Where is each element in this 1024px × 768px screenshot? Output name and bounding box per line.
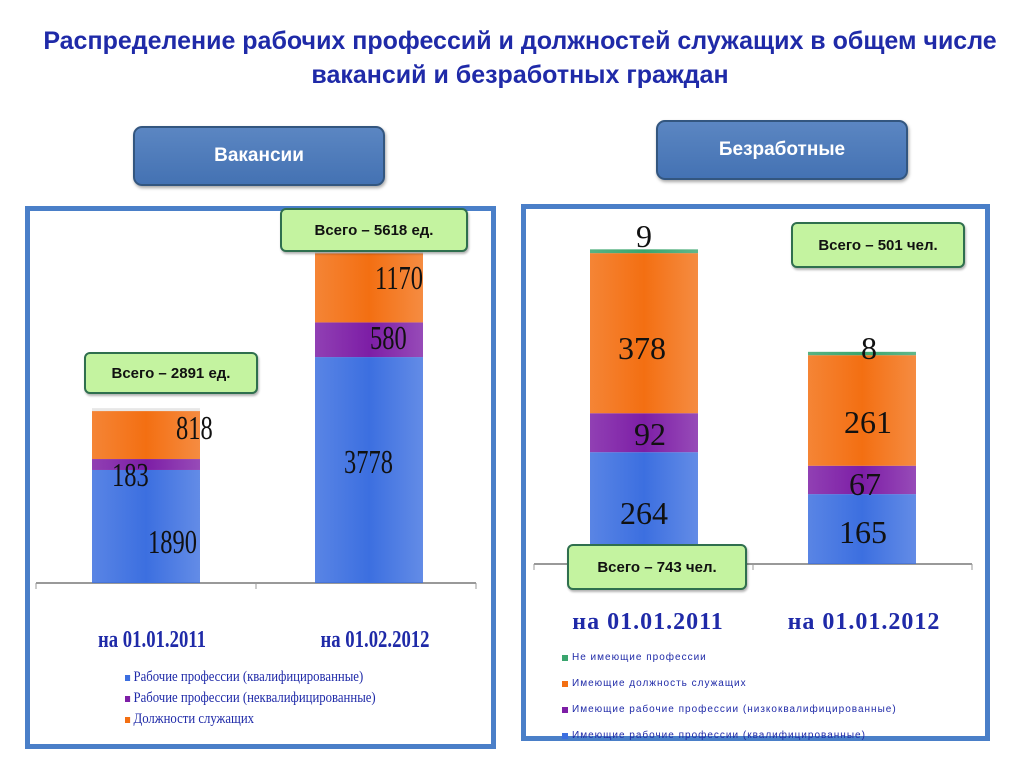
bar-segment-employees bbox=[315, 252, 423, 323]
bar-segment-employees bbox=[590, 253, 698, 414]
legend-item: Имеющие рабочие профессии (квалифицирова… bbox=[562, 723, 897, 749]
data-label: 1170 bbox=[375, 260, 423, 297]
total-label: Всего – 5618 ед. bbox=[280, 208, 468, 252]
legend-swatch bbox=[125, 674, 131, 681]
vacancies-legend: Рабочие профессии (квалифицированные) Раб… bbox=[125, 667, 420, 730]
data-label: 1890 bbox=[148, 524, 197, 561]
legend-label: Имеющие должность служащих bbox=[572, 678, 747, 689]
data-label: 9 bbox=[636, 218, 652, 254]
x-tick-label: на 01.01.2011 bbox=[572, 609, 724, 635]
vacancies-chart-panel: 1890 183 818 на 01.01.2011 3778 580 1170 на 01.… bbox=[25, 206, 496, 749]
legend-label: Рабочие профессии (неквалифицированные) bbox=[133, 690, 376, 706]
legend-swatch bbox=[562, 733, 568, 739]
unemployed-legend: Не имеющие профессии Имеющие должность сл… bbox=[562, 645, 897, 749]
legend-item: Имеющие рабочие профессии (низкоквалифиц… bbox=[562, 697, 897, 723]
data-label: 378 bbox=[618, 330, 666, 366]
legend-label: Имеющие рабочие профессии (квалифицирова… bbox=[572, 730, 866, 741]
legend-item: Не имеющие профессии bbox=[562, 645, 897, 671]
data-label: 92 bbox=[634, 416, 666, 452]
x-tick-label: на 01.02.2012 bbox=[320, 626, 429, 653]
legend-swatch bbox=[562, 707, 568, 713]
total-label: Всего – 2891 ед. bbox=[84, 352, 258, 394]
bar-segment-qualified bbox=[92, 469, 200, 583]
legend-label: Не имеющие профессии bbox=[572, 652, 707, 663]
bar-cap bbox=[92, 408, 200, 412]
bar-segment-qualified bbox=[315, 357, 423, 583]
vacancies-header: Вакансии bbox=[133, 126, 385, 186]
page-title: Распределение рабочих профессий и должно… bbox=[43, 27, 997, 89]
legend-swatch bbox=[125, 716, 131, 723]
legend-item: Рабочие профессии (неквалифицированные) bbox=[125, 688, 376, 709]
unemployed-chart-panel: 264 92 378 9 на 01.01.2011 165 67 261 8 на 01.01.… bbox=[521, 204, 990, 741]
x-tick-label: на 01.01.2011 bbox=[98, 626, 206, 653]
legend-label: Имеющие рабочие профессии (низкоквалифиц… bbox=[572, 704, 897, 715]
unemployed-header-label: Безработные bbox=[718, 139, 846, 160]
bar-segment-employees bbox=[92, 410, 200, 460]
x-tick-label: на 01.01.2012 bbox=[788, 609, 941, 635]
data-label: 580 bbox=[370, 320, 407, 357]
bar-segment-unqualified bbox=[92, 459, 200, 470]
legend-label: Должности служащих bbox=[133, 711, 255, 727]
total-label: Всего – 743 чел. bbox=[567, 544, 747, 590]
legend-swatch bbox=[562, 655, 568, 661]
total-label: Всего – 501 чел. bbox=[791, 222, 965, 268]
legend-item: Имеющие должность служащих bbox=[562, 671, 897, 697]
legend-swatch bbox=[125, 695, 131, 702]
bar-segment-low-qualified bbox=[808, 465, 916, 495]
bar-segment-no-profession bbox=[808, 351, 916, 356]
bar-segment-qualified bbox=[808, 494, 916, 564]
data-label: 8 bbox=[861, 330, 877, 366]
vacancies-chart: 1890 183 818 на 01.01.2011 3778 580 1170 на 01.… bbox=[35, 250, 477, 653]
data-label: 261 bbox=[844, 404, 892, 440]
data-label: 183 bbox=[112, 457, 149, 494]
bar-segment-low-qualified bbox=[590, 413, 698, 453]
bar-segment-unqualified bbox=[315, 322, 423, 358]
unemployed-header: Безработные bbox=[656, 120, 908, 180]
data-label: 264 bbox=[620, 495, 668, 531]
legend-swatch bbox=[562, 681, 568, 687]
legend-item: Рабочие профессии (квалифицированные) bbox=[125, 667, 376, 688]
data-label: 165 bbox=[839, 514, 887, 550]
data-label: 67 bbox=[849, 466, 881, 502]
bar-segment-employees bbox=[808, 355, 916, 466]
vacancies-header-label: Вакансии bbox=[214, 145, 304, 166]
legend-label: Рабочие профессии (квалифицированные) bbox=[133, 669, 364, 685]
data-label: 3778 bbox=[344, 444, 393, 481]
data-label: 818 bbox=[176, 410, 213, 447]
bar-segment-no-profession bbox=[590, 249, 698, 254]
legend-item: Должности служащих bbox=[125, 709, 376, 730]
